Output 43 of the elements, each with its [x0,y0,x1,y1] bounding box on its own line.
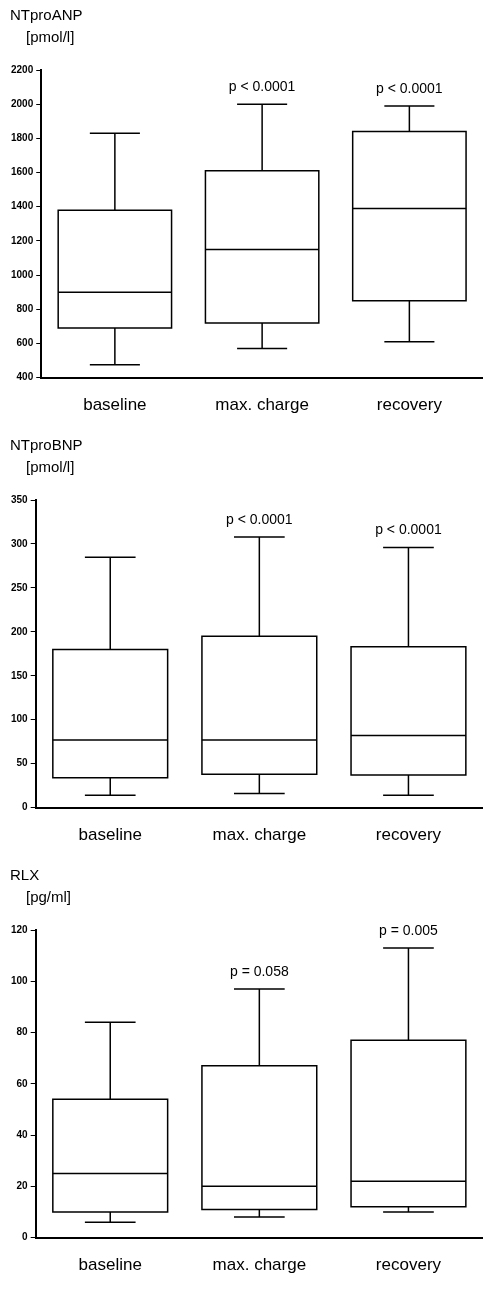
y-tick-label: 1400 [11,200,34,212]
x-tick-label: baseline [78,1255,142,1275]
y-tick-label: 0 [22,1231,29,1243]
annotation: p < 0.0001 [228,78,296,95]
x-tick-label: recovery [375,825,442,845]
annotation: p = 0.005 [379,921,439,938]
y-tick-label: 1800 [11,132,34,144]
x-tick-label: max. charge [215,395,309,415]
x-tick-label: baseline [83,395,147,415]
y-axis-title: NTproBNP [pmol/l] [10,435,83,475]
y-tick-label: 120 [11,923,29,935]
x-tick-label: max. charge [212,1255,307,1275]
y-tick-label: 250 [11,581,29,593]
y-tick-label: 100 [11,713,29,725]
annotation: p < 0.0001 [375,521,442,538]
annotation: p = 0.058 [229,962,289,979]
x-tick-label: max. charge [212,825,307,845]
annotation: p < 0.0001 [226,510,293,527]
y-tick-label: 2200 [11,63,34,75]
y-tick-label: 2000 [11,97,34,109]
y-tick-label: 60 [16,1077,29,1089]
x-tick-label: recovery [375,1255,442,1275]
x-tick-label: recovery [376,395,443,415]
y-tick-label: 80 [16,1026,29,1038]
y-tick-label: 150 [11,669,29,681]
y-tick-label: 1200 [11,234,34,246]
annotation: p < 0.0001 [376,79,443,96]
y-axis-title: NTproANP [pmol/l] [10,5,83,45]
x-tick-label: baseline [78,825,142,845]
y-tick-label: 800 [16,302,34,314]
y-tick-label: 0 [22,801,29,813]
y-tick-label: 200 [11,625,29,637]
y-tick-label: 600 [16,337,34,349]
y-tick-label: 1000 [11,268,34,280]
y-tick-label: 40 [16,1128,29,1140]
y-tick-label: 1600 [11,166,34,178]
y-tick-label: 350 [11,493,29,505]
y-tick-label: 100 [11,975,29,987]
y-axis-title: RLX [pg/ml] [10,865,72,905]
y-tick-label: 400 [16,371,34,383]
y-tick-label: 20 [16,1180,29,1192]
y-tick-label: 300 [11,537,29,549]
y-tick-label: 50 [16,757,29,769]
